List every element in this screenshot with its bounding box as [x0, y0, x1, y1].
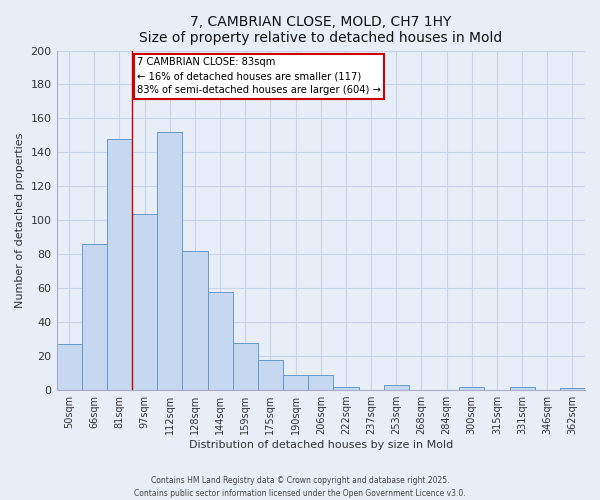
- Bar: [82, 244, 107, 390]
- Bar: [283, 375, 308, 390]
- Bar: [208, 292, 233, 390]
- Bar: [233, 342, 258, 390]
- Bar: [459, 386, 484, 390]
- Bar: [509, 386, 535, 390]
- Text: Contains HM Land Registry data © Crown copyright and database right 2025.
Contai: Contains HM Land Registry data © Crown c…: [134, 476, 466, 498]
- Title: 7, CAMBRIAN CLOSE, MOLD, CH7 1HY
Size of property relative to detached houses in: 7, CAMBRIAN CLOSE, MOLD, CH7 1HY Size of…: [139, 15, 502, 45]
- Bar: [560, 388, 585, 390]
- Bar: [132, 214, 157, 390]
- Bar: [107, 139, 132, 390]
- Text: 7 CAMBRIAN CLOSE: 83sqm
← 16% of detached houses are smaller (117)
83% of semi-d: 7 CAMBRIAN CLOSE: 83sqm ← 16% of detache…: [137, 58, 381, 96]
- Bar: [182, 251, 208, 390]
- Bar: [258, 360, 283, 390]
- Bar: [157, 132, 182, 390]
- X-axis label: Distribution of detached houses by size in Mold: Distribution of detached houses by size …: [188, 440, 453, 450]
- Y-axis label: Number of detached properties: Number of detached properties: [15, 132, 25, 308]
- Bar: [383, 385, 409, 390]
- Bar: [308, 375, 334, 390]
- Bar: [334, 386, 359, 390]
- Bar: [56, 344, 82, 390]
